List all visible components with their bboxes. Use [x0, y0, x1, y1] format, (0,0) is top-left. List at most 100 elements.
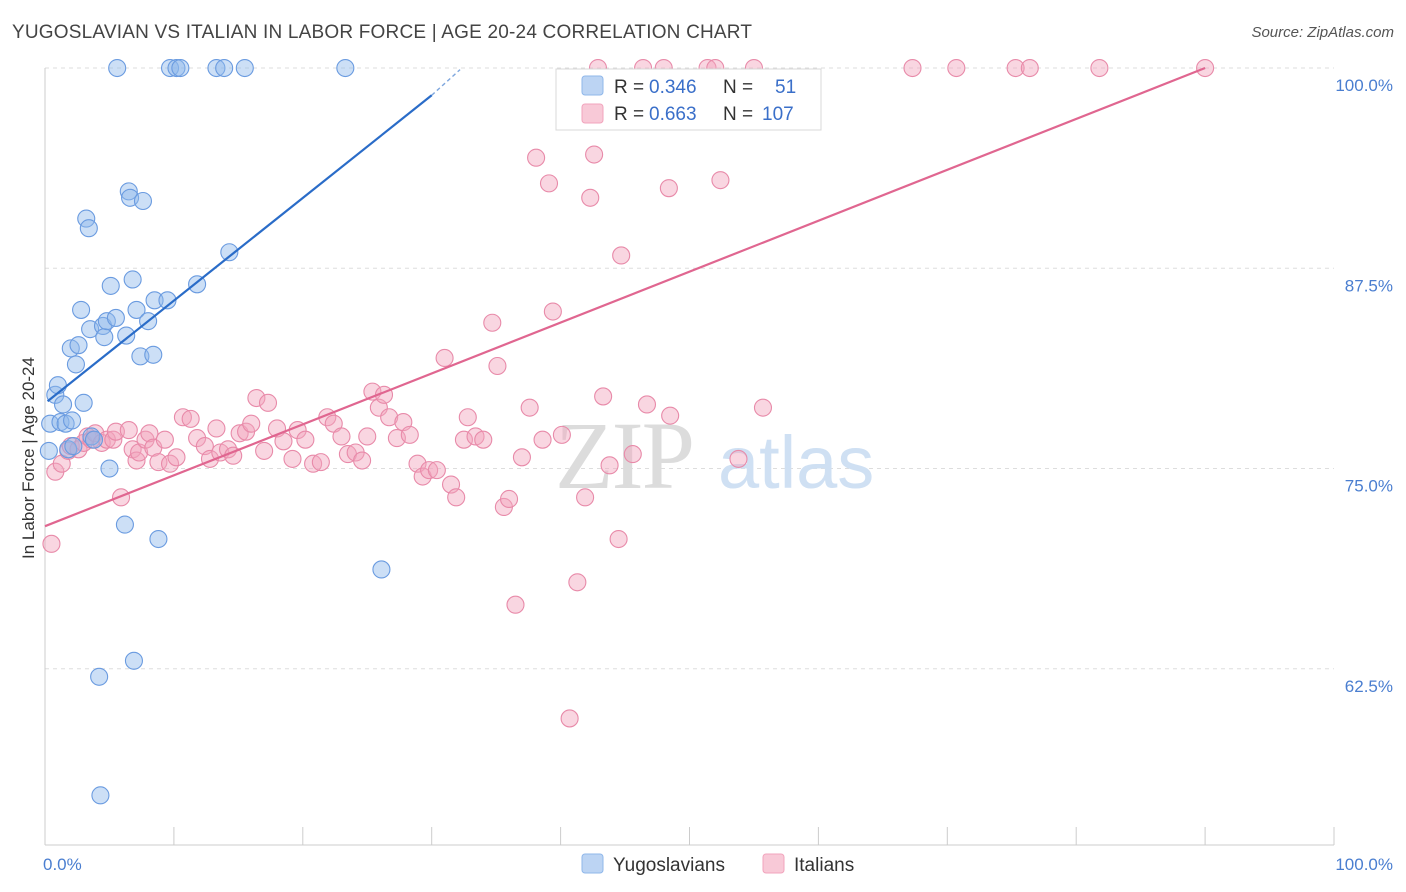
- legend-swatch-yugoslavians: [581, 75, 604, 96]
- italians-point: [506, 595, 525, 614]
- italians-point: [258, 393, 278, 412]
- italians-point: [140, 424, 159, 443]
- yugoslavians-point: [79, 219, 98, 238]
- yugoslavians-point: [69, 336, 88, 355]
- italians-point: [947, 58, 966, 78]
- yugoslavians-point: [64, 437, 83, 456]
- italians-point: [181, 409, 200, 428]
- yugoslavians-point: [207, 58, 226, 78]
- series-legend: Yugoslavians Italians: [581, 853, 854, 876]
- yugoslavians-point: [336, 58, 355, 78]
- gridlines: [45, 67, 1334, 670]
- y-tick-label: 87.5%: [1345, 276, 1393, 295]
- yugoslavians-point: [220, 243, 239, 262]
- yugoslavians-trend-extension: [431, 69, 461, 96]
- yugoslavians-point: [82, 427, 101, 446]
- italians-point: [167, 448, 186, 467]
- source-credit: Source: ZipAtlas.com: [1251, 24, 1394, 41]
- italians-point: [358, 427, 377, 446]
- yugoslavians-point: [63, 411, 82, 430]
- yugoslavians-point: [95, 328, 114, 347]
- italians-point: [585, 145, 604, 164]
- italians-point: [454, 430, 473, 449]
- yugoslavians-point: [160, 58, 180, 78]
- x-tick-label: 0.0%: [43, 855, 82, 874]
- watermark: ZIP atlas: [555, 402, 874, 509]
- italians-point: [520, 398, 539, 417]
- yugoslavians-point: [100, 459, 119, 478]
- legend-r-label-1: R =: [614, 77, 644, 98]
- italians-point: [447, 488, 466, 507]
- yugoslavians-point: [119, 182, 138, 201]
- trend-lines: [44, 66, 1206, 528]
- yugoslavians-point: [91, 786, 110, 805]
- italians-point: [576, 488, 595, 507]
- yugoslavians-trend-line: [46, 94, 433, 403]
- italians-trend-line: [44, 66, 1206, 528]
- italians-point: [247, 388, 266, 408]
- legend-r-value-1: 0.346: [649, 77, 697, 98]
- yugoslavians-point: [117, 326, 136, 345]
- italians-point: [173, 408, 192, 427]
- x-tick-label: 100.0%: [1335, 855, 1393, 874]
- italians-point: [568, 573, 587, 592]
- italians-point: [659, 179, 678, 198]
- yugoslavians-point: [101, 276, 120, 295]
- italians-point: [242, 414, 261, 433]
- italians-point: [560, 709, 579, 728]
- italians-point: [581, 188, 600, 207]
- italians-point: [474, 430, 493, 449]
- italians-point: [600, 456, 619, 475]
- italians-point: [552, 425, 571, 444]
- yugoslavians-point: [48, 376, 67, 395]
- chart-title: YUGOSLAVIAN VS ITALIAN IN LABOR FORCE | …: [12, 22, 753, 43]
- italians-point: [155, 430, 174, 449]
- italians-point: [533, 430, 552, 449]
- legend-n-value-2: 107: [762, 104, 794, 125]
- yugoslavians-point: [108, 58, 127, 78]
- watermark-zip: ZIP: [555, 402, 693, 509]
- yugoslavians-point: [167, 58, 186, 78]
- italians-point: [512, 448, 531, 467]
- italians-point: [311, 453, 330, 472]
- yugoslavians-point: [59, 440, 78, 459]
- italians-point: [420, 461, 439, 480]
- italians-point: [435, 348, 454, 368]
- legend-n-value-1: 51: [775, 77, 796, 98]
- italians-point: [1006, 58, 1025, 78]
- yugoslavians-point: [133, 191, 153, 211]
- italians-point: [594, 387, 613, 406]
- italians-point: [753, 398, 773, 417]
- italians-point: [42, 534, 61, 553]
- yugoslavians-point: [106, 308, 125, 327]
- yugoslavians-point: [123, 270, 142, 289]
- yugoslavians-point: [72, 300, 91, 319]
- yugoslavians-point: [145, 291, 164, 310]
- y-tick-label: 75.0%: [1345, 477, 1393, 496]
- legend-r-label-2: R =: [614, 104, 644, 125]
- bottom-legend-label-italians: Italians: [794, 855, 854, 876]
- italians-point: [661, 406, 680, 425]
- yugoslavians-point: [149, 529, 168, 549]
- italians-point: [458, 408, 477, 427]
- italians-point: [612, 246, 631, 265]
- tick-labels: 100.0% 87.5% 75.0% 62.5% 0.0% 100.0%: [43, 76, 1393, 874]
- italians-point: [283, 449, 302, 468]
- italians-point: [711, 171, 730, 190]
- yugoslavians-point: [90, 667, 109, 686]
- correlation-legend: R = 0.346 N = 51 R = 0.663 N = 107: [555, 68, 822, 131]
- italians-point: [353, 451, 372, 470]
- legend-r-value-2: 0.663: [649, 104, 697, 125]
- italians-point: [488, 356, 507, 376]
- bottom-legend-swatch-italians: [762, 853, 785, 874]
- legend-n-label-1: N =: [723, 77, 753, 98]
- legend-swatch-italians: [581, 103, 604, 124]
- italians-point: [304, 454, 323, 473]
- y-tick-label: 62.5%: [1345, 677, 1393, 696]
- y-tick-label: 100.0%: [1335, 76, 1393, 95]
- watermark-atlas: atlas: [718, 421, 874, 504]
- yugoslavians-point: [39, 441, 58, 460]
- yugoslavians-point: [215, 58, 234, 78]
- bottom-legend-label-yugoslavians: Yugoslavians: [613, 855, 725, 876]
